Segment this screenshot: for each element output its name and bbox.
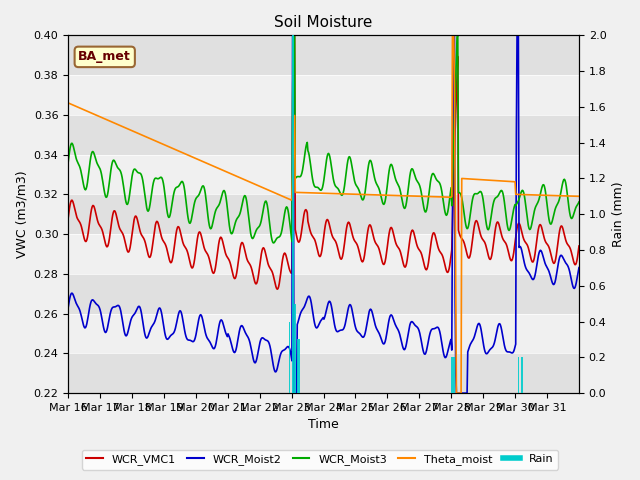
- X-axis label: Time: Time: [308, 419, 339, 432]
- Bar: [68, 36, 579, 75]
- Bar: [522, 357, 523, 393]
- Bar: [454, 357, 455, 393]
- Bar: [289, 322, 291, 393]
- Legend: WCR_VMC1, WCR_Moist2, WCR_Moist3, Theta_moist, Rain: WCR_VMC1, WCR_Moist2, WCR_Moist3, Theta_…: [82, 450, 558, 469]
- Bar: [68, 313, 579, 353]
- Bar: [293, 36, 294, 393]
- Bar: [68, 194, 579, 234]
- Bar: [453, 357, 454, 393]
- Text: BA_met: BA_met: [78, 50, 131, 63]
- Bar: [298, 339, 299, 393]
- Bar: [294, 304, 295, 393]
- Bar: [451, 357, 452, 393]
- Bar: [68, 274, 579, 313]
- Bar: [68, 353, 579, 393]
- Bar: [68, 155, 579, 194]
- Bar: [295, 304, 296, 393]
- Bar: [68, 234, 579, 274]
- Y-axis label: VWC (m3/m3): VWC (m3/m3): [15, 170, 28, 258]
- Bar: [297, 339, 298, 393]
- Y-axis label: Rain (mm): Rain (mm): [612, 181, 625, 247]
- Bar: [299, 339, 300, 393]
- Bar: [292, 36, 293, 393]
- Bar: [68, 115, 579, 155]
- Bar: [518, 357, 520, 393]
- Title: Soil Moisture: Soil Moisture: [275, 15, 372, 30]
- Bar: [68, 75, 579, 115]
